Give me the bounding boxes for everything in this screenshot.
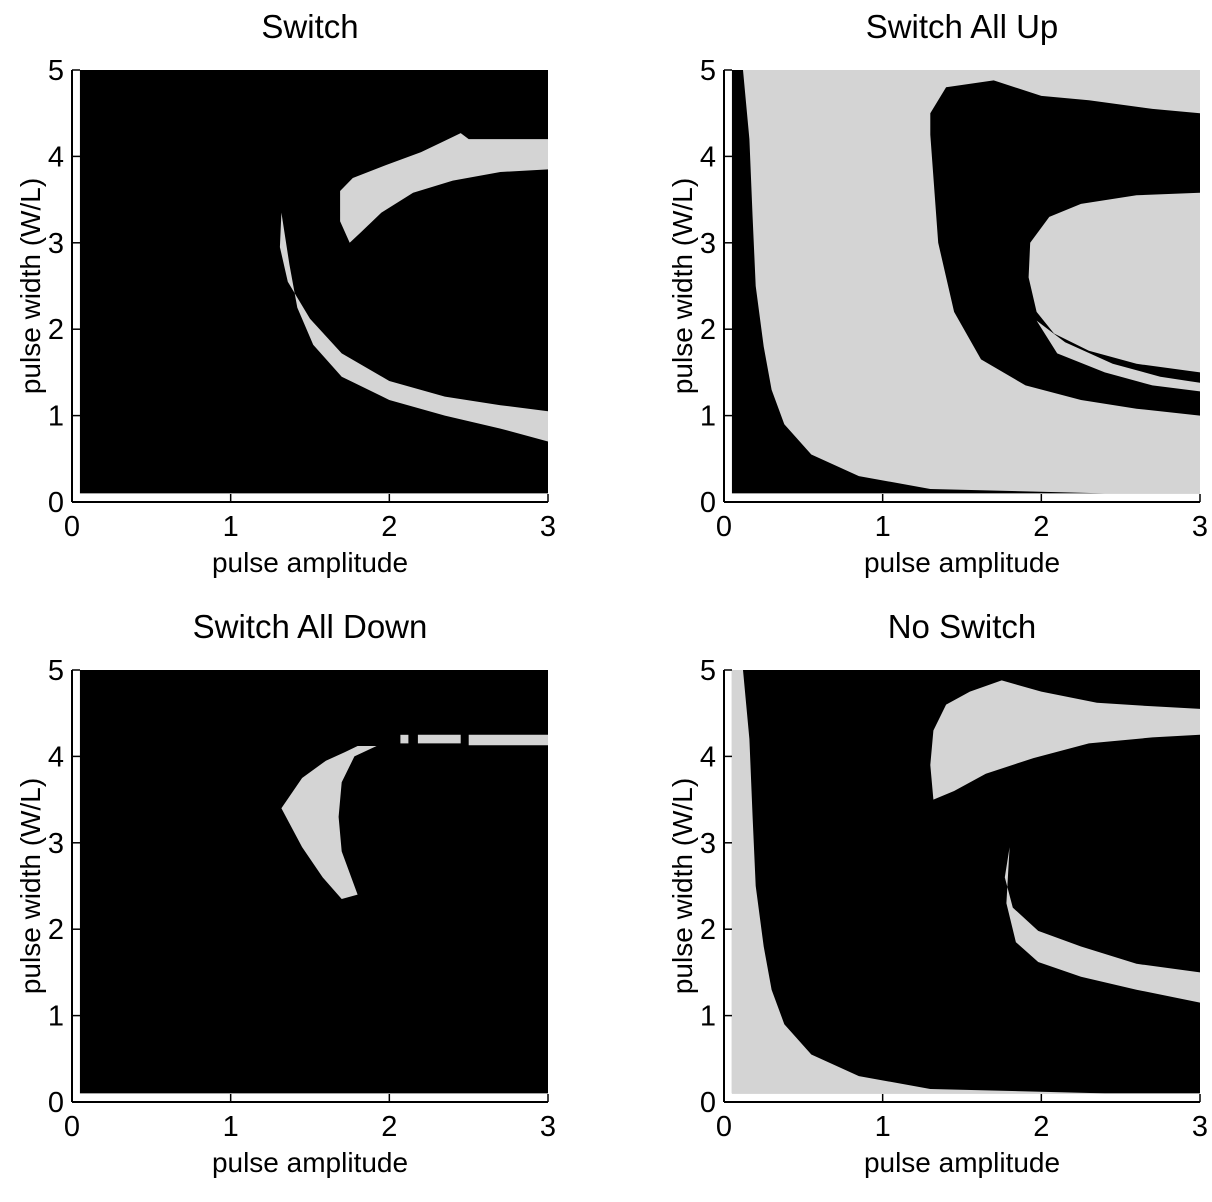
x-tick-label: 1 (875, 1111, 891, 1143)
heatmap-region-light (279, 212, 548, 442)
y-axis-label: pulse width (W/L) (667, 178, 698, 394)
x-tick-label: 2 (1033, 1111, 1049, 1143)
x-tick-label: 0 (64, 511, 80, 543)
heatmap-region-light (1036, 320, 1200, 392)
x-axis-label: pulse amplitude (864, 1147, 1060, 1178)
chart-panel-switch: Switch 0 1 2 3 0 1 2 3 4 5 pulse amplitude pulse wid… (0, 0, 560, 590)
y-tick-label: 4 (48, 141, 64, 173)
chart-svg-switch-all-up: Switch All Up 0 1 2 3 0 1 2 3 4 5 pulse amplitude pu… (667, 8, 1208, 578)
x-tick-label: 1 (875, 511, 891, 543)
y-tick-label: 3 (48, 228, 64, 260)
heatmap-region-light (930, 680, 1200, 800)
y-tick-label: 0 (700, 487, 716, 519)
y-tick-label: 0 (700, 1087, 716, 1119)
y-tick-label: 0 (48, 1087, 64, 1119)
y-tick-label: 4 (48, 741, 64, 773)
y-axis-label: pulse width (W/L) (15, 178, 46, 394)
heatmap-region-dark (930, 80, 1200, 416)
x-tick-label: 1 (223, 511, 239, 543)
y-tick-label: 5 (700, 655, 716, 687)
y-tick-label: 1 (700, 401, 716, 433)
y-tick-label: 3 (700, 828, 716, 860)
x-axis-label: pulse amplitude (864, 547, 1060, 578)
x-tick-label: 3 (540, 511, 556, 543)
y-tick-label: 2 (700, 914, 716, 946)
y-tick-label: 2 (700, 314, 716, 346)
heatmap-field (79, 70, 548, 494)
y-tick-label: 4 (700, 741, 716, 773)
heatmap-region-light (1004, 847, 1200, 1003)
y-tick-label: 3 (700, 228, 716, 260)
chart-title: No Switch (888, 608, 1037, 645)
y-tick-label: 5 (48, 655, 64, 687)
y-axis-label: pulse width (W/L) (667, 778, 698, 994)
x-axis-label: pulse amplitude (212, 547, 408, 578)
heatmap-region-light (340, 133, 548, 243)
y-tick-label: 3 (48, 828, 64, 860)
chart-svg-no-switch: No Switch 0 1 2 3 0 1 2 3 4 5 pulse amplitude pulse … (667, 608, 1208, 1178)
x-tick-label: 3 (1192, 511, 1208, 543)
y-tick-label: 1 (48, 401, 64, 433)
y-tick-label: 2 (48, 914, 64, 946)
y-tick-label: 1 (48, 1001, 64, 1033)
heatmap-region-light (400, 734, 409, 744)
chart-panel-switch-all-down: Switch All Down 0 1 2 3 0 1 2 3 4 5 pulse amplitude… (0, 600, 560, 1190)
y-tick-label: 4 (700, 141, 716, 173)
y-tick-label: 2 (48, 314, 64, 346)
heatmap-field (79, 670, 548, 1094)
chart-svg-switch: Switch 0 1 2 3 0 1 2 3 4 5 pulse amplitude pulse wid… (15, 8, 556, 578)
x-tick-label: 2 (381, 1111, 397, 1143)
y-tick-label: 1 (700, 1001, 716, 1033)
chart-title: Switch (261, 8, 358, 45)
x-tick-label: 2 (381, 511, 397, 543)
x-tick-label: 0 (64, 1111, 80, 1143)
heatmap-region-light (731, 670, 1105, 1094)
x-tick-label: 3 (540, 1111, 556, 1143)
y-tick-label: 5 (700, 55, 716, 87)
chart-svg-switch-all-down: Switch All Down 0 1 2 3 0 1 2 3 4 5 pulse amplitude… (15, 608, 556, 1178)
heatmap-region-light (281, 746, 377, 899)
y-tick-label: 5 (48, 55, 64, 87)
x-tick-label: 1 (223, 1111, 239, 1143)
heatmap-region-light (417, 734, 461, 744)
x-tick-label: 3 (1192, 1111, 1208, 1143)
x-tick-label: 0 (716, 1111, 732, 1143)
x-tick-label: 2 (1033, 511, 1049, 543)
y-tick-label: 0 (48, 487, 64, 519)
y-axis-label: pulse width (W/L) (15, 778, 46, 994)
chart-panel-switch-all-up: Switch All Up 0 1 2 3 0 1 2 3 4 5 pulse amplitude pu… (652, 0, 1212, 590)
heatmap-region-light (468, 734, 548, 746)
chart-title: Switch All Down (193, 608, 428, 645)
chart-title: Switch All Up (866, 8, 1059, 45)
chart-panel-no-switch: No Switch 0 1 2 3 0 1 2 3 4 5 pulse amplitude pulse … (652, 600, 1212, 1190)
x-tick-label: 0 (716, 511, 732, 543)
x-axis-label: pulse amplitude (212, 1147, 408, 1178)
